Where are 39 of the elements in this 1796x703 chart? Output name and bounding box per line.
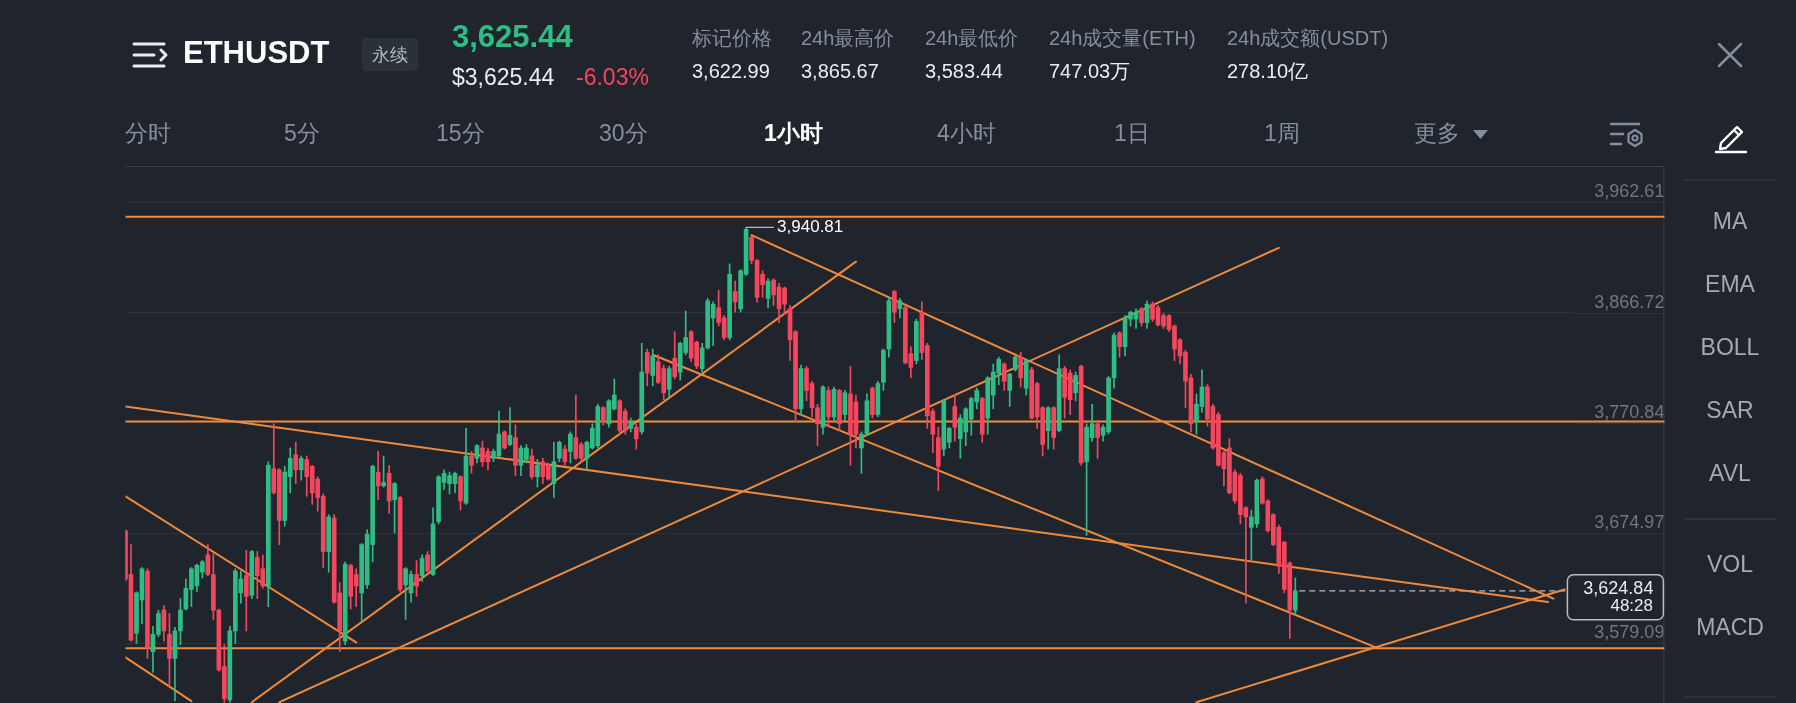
text: BOLL [1700, 334, 1760, 362]
text: MACD [1696, 614, 1764, 642]
text: 30分 [599, 120, 648, 148]
text: 24h成交额(USDT) [1227, 26, 1389, 50]
text: 24h成交量(ETH) [1049, 26, 1196, 50]
text: $3,625.44 [452, 64, 555, 92]
y-tick-label: 3,866.72 [1594, 291, 1665, 312]
text: AVL [1709, 460, 1751, 488]
text: EMA [1705, 271, 1755, 299]
text: SAR [1706, 397, 1754, 425]
text: 48:28 [1610, 595, 1653, 617]
text: -6.03% [576, 64, 649, 92]
y-tick-label: 3,962.61 [1594, 181, 1665, 202]
text: 1日 [1114, 120, 1150, 148]
ref-line-label: 3,624.84 [1583, 577, 1654, 598]
text: 747.03万 [1049, 59, 1131, 83]
text: MA [1712, 208, 1748, 236]
text: 5分 [284, 120, 320, 148]
text: 3,583.44 [925, 59, 1003, 83]
y-tick-label: 3,579.09 [1594, 622, 1665, 643]
text: 1小时 [764, 120, 823, 148]
text: 分时 [125, 120, 171, 148]
text: 1周 [1264, 120, 1300, 148]
chart-subtitle: 永续 [362, 38, 418, 71]
text: 3,622.99 [692, 59, 770, 83]
text: 24h最低价 [925, 26, 1019, 50]
text: 15分 [436, 120, 485, 148]
text: 3,625.44 [452, 18, 573, 56]
annotation: 3,940.81 [777, 216, 844, 236]
text: 24h最高价 [801, 26, 895, 50]
chart-title: ETHUSDT [183, 34, 330, 72]
text: 标记价格 [692, 26, 772, 50]
text: 278.10亿 [1227, 59, 1309, 83]
text: 4小时 [937, 120, 996, 148]
text: 3,865.67 [801, 59, 879, 83]
text: 更多 [1414, 120, 1460, 148]
y-tick-label: 3,770.84 [1594, 401, 1665, 422]
text: VOL [1706, 551, 1754, 579]
y-tick-label: 3,674.97 [1594, 512, 1665, 533]
